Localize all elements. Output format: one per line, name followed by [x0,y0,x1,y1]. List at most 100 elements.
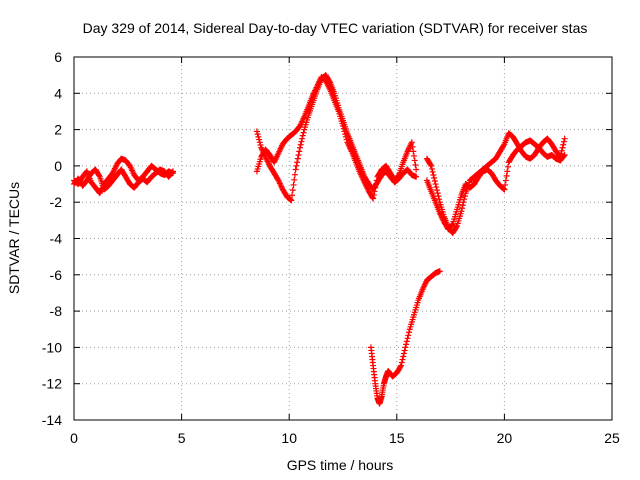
data-point [293,162,300,169]
data-point [412,161,419,168]
data-point [410,148,417,155]
data-point [399,356,406,363]
data-point [398,362,405,369]
data-point [436,196,443,203]
data-point [500,142,507,149]
data-point [434,190,441,197]
data-point [296,144,303,151]
y-tick-label: 0 [54,158,62,174]
data-point [404,335,411,342]
data-point [435,193,442,200]
data-point [403,338,410,345]
data-point [461,193,468,200]
data-point [290,181,297,188]
y-tick-label: -12 [42,376,62,392]
data-point [428,165,435,172]
data-point [395,172,402,179]
y-tick-label: -4 [50,231,63,247]
data-point [433,187,440,194]
data-point [431,178,438,185]
y-axis-ticks: -14 -12 -10 -8 -6 -4 -2 0 2 4 6 [42,49,612,428]
data-point [253,128,260,135]
data-point [296,148,303,155]
data-point [561,152,568,159]
data-point [340,122,346,129]
data-point [299,132,306,139]
data-point [432,181,439,188]
data-point [504,163,511,170]
data-point [431,175,438,181]
data-point [370,191,377,198]
data-point [292,166,299,173]
data-point [401,347,408,354]
x-tick-label: 0 [70,430,78,446]
y-tick-label: 2 [54,122,62,138]
data-point [405,329,412,336]
data-point [560,141,567,148]
data-point [291,171,298,178]
data-point [372,184,379,191]
data-point [256,136,263,143]
data-points [71,72,568,407]
data-point [398,359,405,366]
data-point [411,157,418,164]
y-axis-label: SDTVAR / TECUs [6,182,22,294]
data-point [400,350,407,357]
y-tick-label: -8 [50,303,63,319]
data-point [294,155,301,162]
grid-lines [74,57,612,420]
x-tick-label: 20 [497,430,513,446]
y-tick-label: -2 [50,194,63,210]
data-point [409,143,416,150]
data-point [342,133,349,140]
data-point [288,197,295,204]
data-point [255,133,262,140]
data-point [430,171,437,178]
data-point [502,177,509,184]
data-point [436,268,443,275]
data-point [295,152,302,159]
data-point [340,125,347,132]
data-point [289,187,296,194]
data-point [458,208,465,215]
data-point [561,135,568,142]
data-point [291,176,298,183]
data-point [433,184,440,191]
data-point [411,152,418,159]
data-point [427,161,434,168]
data-point [294,159,301,166]
data-point [169,169,176,176]
data-point [403,341,410,348]
data-point [449,221,456,228]
x-tick-label: 25 [604,430,620,446]
y-tick-label: 4 [54,85,62,101]
data-point [298,138,305,145]
chart-title: Day 329 of 2014, Sidereal Day-to-day VTE… [83,20,588,36]
data-point [397,363,404,370]
data-point [502,181,509,188]
data-point [453,224,460,231]
data-point [408,139,415,146]
y-tick-label: -14 [42,412,62,428]
data-point [461,196,468,203]
data-point [501,186,508,193]
data-point [400,353,407,360]
data-point [341,128,348,135]
data-point [560,138,567,145]
data-point [342,131,349,138]
data-point [254,131,261,138]
y-tick-label: -6 [50,267,63,283]
data-point [558,147,565,154]
data-point [287,196,294,203]
data-point [402,344,409,351]
data-point [500,185,507,192]
data-point [373,177,380,184]
data-point [299,135,306,142]
x-tick-label: 5 [178,430,186,446]
y-tick-label: -10 [42,339,62,355]
data-point [257,142,264,149]
x-tick-label: 15 [389,430,405,446]
data-point [256,139,263,146]
data-point [459,205,466,212]
